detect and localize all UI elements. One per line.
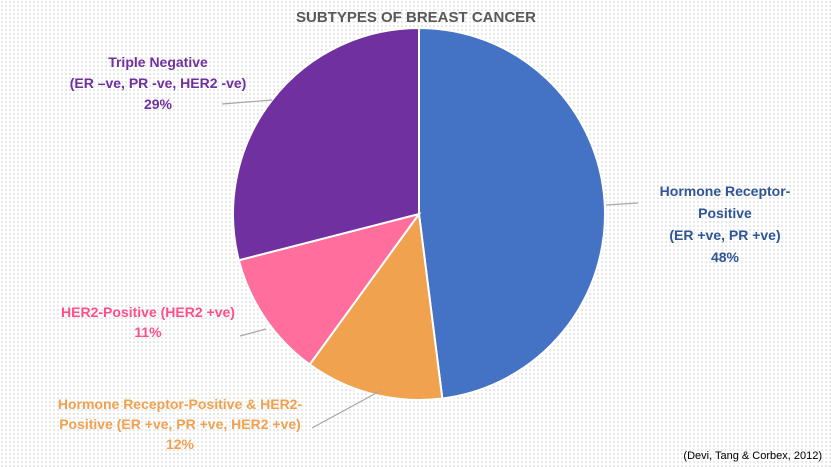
pie-slice [308,211,444,401]
pie-slices [232,26,606,401]
leader-line [221,99,273,105]
slice-label-line: (ER +ve, PR +ve) [669,227,780,243]
slice-value-label: 12% [166,436,195,452]
chart-title: SUBTYPES OF BREAST CANCER [296,9,536,26]
slice-label-line: HER2-Positive (HER2 +ve) [61,304,235,320]
leader-line [605,202,639,206]
slice-label-line: Hormone Receptor- [660,183,791,199]
slice-value-label: 48% [711,249,740,265]
slice-label-line: Triple Negative [108,54,208,70]
slice-label-line: Hormone Receptor-Positive & HER2- [58,396,303,412]
slice-label-line: (ER –ve, PR -ve, HER2 -ve) [70,75,247,91]
pie-slice [418,26,606,400]
slice-label-line: Positive (ER +ve, PR +ve, HER2 +ve) [59,416,301,432]
pie-slice [237,212,422,366]
leader-lines [221,99,639,429]
slice-value-label: 29% [144,96,173,112]
slice-label: Triple Negative (ER –ve, PR -ve, HER2 -ve… [70,54,247,112]
slice-label: Hormone Receptor-Positive & HER2- Positiv… [58,396,303,452]
slice-labels: Hormone Receptor- Positive (ER +ve, PR +ve… [58,54,791,452]
pie-slice [232,26,420,262]
leader-line [239,328,267,337]
source-citation: (Devi, Tang & Corbex, 2012) [683,450,822,462]
slice-label: HER2-Positive (HER2 +ve) 11% [61,304,235,340]
slice-value-label: 11% [134,324,162,340]
slice-label-line: Positive [698,205,752,221]
leader-line [311,390,381,429]
slice-label: Hormone Receptor- Positive (ER +ve, PR +ve… [660,183,791,265]
